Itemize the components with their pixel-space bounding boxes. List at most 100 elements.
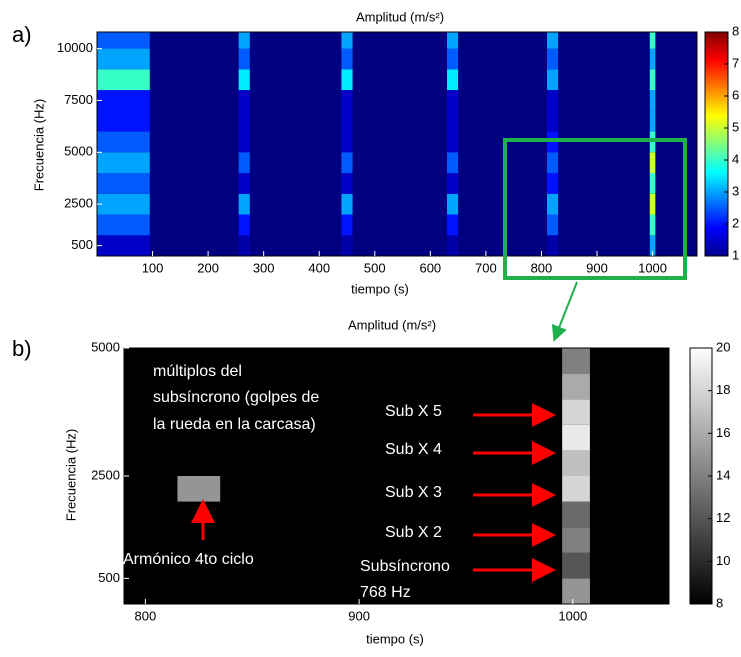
y-tick-label: 2500 bbox=[64, 196, 93, 211]
annotation: la rueda en la carcasa) bbox=[153, 416, 316, 433]
x-tick-label: 200 bbox=[197, 260, 219, 275]
cell bbox=[562, 424, 590, 451]
y-axis-label: Frecuencia (Hz) bbox=[31, 99, 46, 191]
cell bbox=[447, 48, 459, 70]
cell bbox=[447, 193, 459, 215]
y-tick-label: 10000 bbox=[57, 40, 93, 55]
cell bbox=[177, 399, 221, 425]
cell bbox=[238, 110, 250, 132]
cell bbox=[341, 131, 353, 153]
x-tick-label: 900 bbox=[586, 260, 608, 275]
cell bbox=[562, 552, 590, 579]
cell bbox=[547, 214, 559, 236]
cell bbox=[547, 48, 559, 70]
cell bbox=[97, 131, 150, 153]
cell bbox=[341, 32, 353, 49]
colorbar-tick-label: 12 bbox=[716, 510, 730, 525]
x-tick-label: 800 bbox=[531, 260, 553, 275]
cell bbox=[562, 399, 590, 425]
cell bbox=[238, 32, 250, 49]
cell bbox=[238, 214, 250, 236]
y-tick-label: 7500 bbox=[64, 92, 93, 107]
cell bbox=[547, 152, 559, 174]
colorbar-tick-label: 5 bbox=[732, 119, 739, 134]
colorbar-tick-label: 2 bbox=[732, 215, 739, 230]
annotation: múltiplos del bbox=[153, 363, 242, 380]
y-axis-label: Frecuencia (Hz) bbox=[63, 429, 78, 521]
cell bbox=[447, 152, 459, 174]
cell bbox=[177, 348, 221, 374]
cell bbox=[97, 235, 150, 256]
cell bbox=[547, 173, 559, 194]
cell bbox=[447, 90, 459, 111]
cell bbox=[447, 69, 459, 91]
cell bbox=[341, 173, 353, 194]
colorbar-tick-label: 1 bbox=[732, 247, 739, 262]
cell bbox=[447, 32, 459, 49]
colorbar-tick-label: 8 bbox=[732, 23, 739, 38]
cell bbox=[649, 193, 656, 215]
cells bbox=[97, 32, 656, 256]
cell bbox=[562, 450, 590, 476]
cell bbox=[97, 214, 150, 236]
x-tick-label: 400 bbox=[308, 260, 330, 275]
cell bbox=[562, 348, 590, 374]
cell bbox=[649, 110, 656, 132]
annotation: 768 Hz bbox=[360, 584, 411, 601]
y-tick-label: 500 bbox=[98, 570, 120, 585]
x-axis-label: tiempo (s) bbox=[351, 281, 409, 296]
cell bbox=[341, 69, 353, 91]
cell bbox=[97, 193, 150, 215]
cell bbox=[447, 214, 459, 236]
panel-label: a) bbox=[12, 22, 32, 47]
cell bbox=[97, 152, 150, 174]
cell bbox=[447, 131, 459, 153]
cell bbox=[238, 152, 250, 174]
x-tick-label: 1000 bbox=[558, 608, 587, 623]
x-tick-label: 500 bbox=[364, 260, 386, 275]
y-tick-label: 2500 bbox=[91, 467, 120, 482]
cell bbox=[447, 173, 459, 194]
colorbar-tick-label: 10 bbox=[716, 553, 730, 568]
cell bbox=[341, 110, 353, 132]
cell bbox=[97, 32, 150, 49]
cell bbox=[97, 48, 150, 70]
overlay bbox=[191, 138, 687, 582]
x-tick-label: 300 bbox=[253, 260, 275, 275]
colorbar-tick-label: 6 bbox=[732, 87, 739, 102]
colorbar-tick-label: 8 bbox=[716, 595, 723, 610]
annotation: Sub X 4 bbox=[385, 441, 442, 458]
panel-label: b) bbox=[12, 336, 32, 361]
highlight-arrow bbox=[551, 281, 578, 342]
highlight-box bbox=[503, 138, 687, 280]
cell bbox=[97, 110, 150, 132]
colorbar-tick-label: 16 bbox=[716, 425, 730, 440]
cell bbox=[97, 90, 150, 111]
annotation: Sub X 5 bbox=[385, 403, 442, 420]
cell bbox=[649, 32, 656, 49]
cell bbox=[547, 193, 559, 215]
annotation: Subsíncrono bbox=[360, 558, 450, 575]
cell bbox=[447, 235, 459, 256]
cell bbox=[547, 32, 559, 49]
cell bbox=[341, 152, 353, 174]
cell bbox=[177, 501, 221, 528]
cell bbox=[341, 90, 353, 111]
cell bbox=[562, 501, 590, 528]
cell bbox=[341, 235, 353, 256]
cell bbox=[547, 235, 559, 256]
cell bbox=[238, 173, 250, 194]
cell bbox=[97, 173, 150, 194]
cell bbox=[238, 69, 250, 91]
cell bbox=[562, 476, 590, 502]
plot-background bbox=[97, 32, 697, 256]
cell bbox=[177, 476, 221, 502]
annotation: Sub X 2 bbox=[385, 524, 442, 541]
plot-frame bbox=[96, 31, 698, 257]
annotation: Sub X 3 bbox=[385, 484, 442, 501]
colorbar bbox=[704, 31, 729, 257]
colorbar-tick-label: 3 bbox=[732, 183, 739, 198]
cell bbox=[547, 110, 559, 132]
cell bbox=[562, 373, 590, 400]
cell bbox=[238, 90, 250, 111]
